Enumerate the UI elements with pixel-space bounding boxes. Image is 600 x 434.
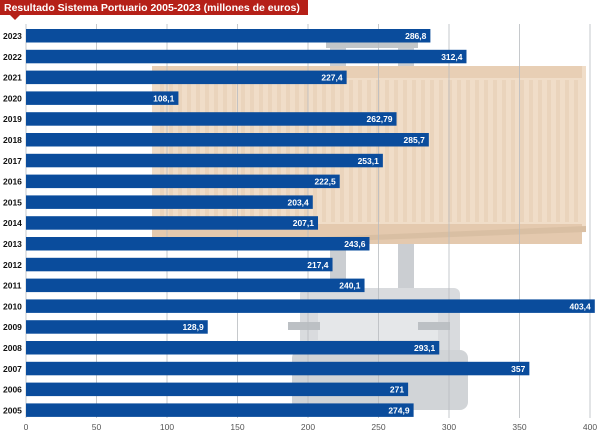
x-axis: 0 50 100 150 200 250 300 350 400 xyxy=(24,422,598,432)
category-label: 2021 xyxy=(3,73,22,83)
bar xyxy=(26,361,530,376)
category-label: 2019 xyxy=(3,114,22,124)
bar-value-label: 271 xyxy=(390,385,404,395)
bar-value-label: 227,4 xyxy=(321,73,343,83)
chart-title: Resultado Sistema Portuario 2005-2023 (m… xyxy=(4,1,300,14)
bar xyxy=(26,320,208,334)
bar-value-label: 222,5 xyxy=(314,177,336,187)
category-label: 2016 xyxy=(3,177,22,187)
bar-value-label: 285,7 xyxy=(404,135,426,145)
x-tick-label: 300 xyxy=(442,422,456,432)
category-label: 2020 xyxy=(3,93,22,103)
bar-value-label: 243,6 xyxy=(344,239,366,249)
bar xyxy=(26,174,340,189)
category-label: 2017 xyxy=(3,156,22,166)
bar xyxy=(26,112,397,126)
x-tick-label: 100 xyxy=(160,422,174,432)
bar xyxy=(26,278,365,293)
category-label: 2014 xyxy=(3,218,22,228)
category-label: 2005 xyxy=(3,405,22,415)
bar xyxy=(26,382,409,397)
category-label: 2012 xyxy=(3,260,22,270)
category-label: 2008 xyxy=(3,343,22,353)
bars: 286,8 312,4 227,4 108,1 262,79 285,7 253,1 222,… xyxy=(26,29,595,417)
category-label: 2011 xyxy=(3,281,22,291)
bar-value-label: 217,4 xyxy=(307,260,329,270)
bar xyxy=(26,403,414,417)
x-tick-label: 0 xyxy=(24,422,29,432)
bar-value-label: 203,4 xyxy=(288,197,310,207)
bar-value-label: 207,1 xyxy=(293,218,315,228)
bar-value-label: 262,79 xyxy=(367,114,393,124)
bar-value-label: 108,1 xyxy=(153,93,175,103)
bar-value-label: 240,1 xyxy=(339,281,361,291)
y-axis: 2023 2022 2021 2020 2019 2018 2017 2016 2015 2014… xyxy=(3,31,22,415)
category-label: 2018 xyxy=(3,135,22,145)
bar-value-label: 253,1 xyxy=(358,156,380,166)
bar-value-label: 128,9 xyxy=(182,322,204,332)
category-label: 2023 xyxy=(3,31,22,41)
bar-value-label: 357 xyxy=(511,364,525,374)
x-tick-label: 400 xyxy=(583,422,597,432)
bar xyxy=(26,49,467,64)
bar-value-label: 403,4 xyxy=(570,301,592,311)
category-label: 2009 xyxy=(3,322,22,332)
bar-value-label: 286,8 xyxy=(405,31,427,41)
category-label: 2010 xyxy=(3,301,22,311)
x-tick-label: 350 xyxy=(512,422,526,432)
bar xyxy=(26,91,179,105)
x-tick-label: 150 xyxy=(230,422,244,432)
bar xyxy=(26,29,431,43)
chart-title-bar: Resultado Sistema Portuario 2005-2023 (m… xyxy=(0,0,308,20)
bar xyxy=(26,257,333,272)
bar-value-label: 312,4 xyxy=(441,52,463,62)
x-tick-label: 200 xyxy=(301,422,315,432)
category-label: 2006 xyxy=(3,385,22,395)
bar xyxy=(26,341,440,355)
category-label: 2007 xyxy=(3,364,22,374)
category-label: 2022 xyxy=(3,52,22,62)
bar xyxy=(26,70,347,85)
bar xyxy=(26,133,429,147)
x-tick-label: 250 xyxy=(371,422,385,432)
bar-value-label: 274,9 xyxy=(388,405,410,415)
bar xyxy=(26,195,313,209)
category-label: 2015 xyxy=(3,197,22,207)
bar-value-label: 293,1 xyxy=(414,343,436,353)
bar xyxy=(26,237,370,251)
title-pointer xyxy=(10,15,20,20)
category-label: 2013 xyxy=(3,239,22,249)
x-tick-label: 50 xyxy=(92,422,102,432)
bar xyxy=(26,299,595,313)
bar xyxy=(26,153,383,168)
bar xyxy=(26,216,319,230)
